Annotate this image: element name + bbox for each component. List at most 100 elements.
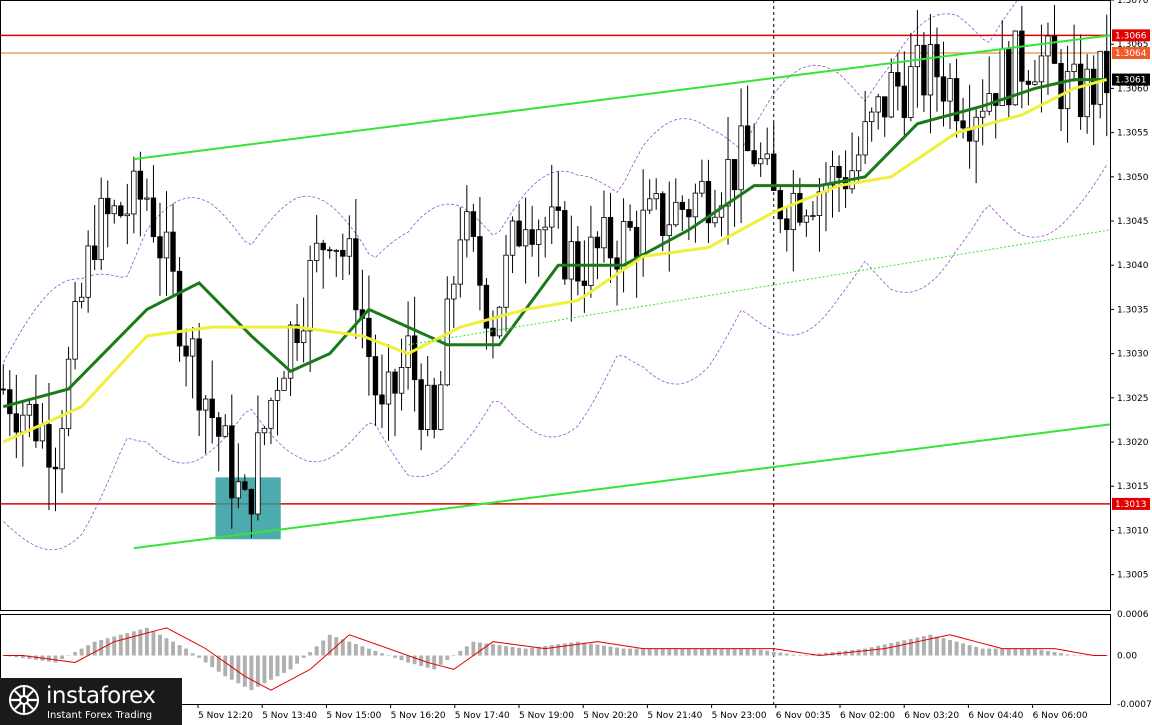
osc-bar-98 — [641, 648, 646, 656]
osc-bar-0 — [1, 655, 6, 657]
trend-line-1 — [133, 423, 1111, 550]
candle-body-127 — [829, 166, 836, 186]
osc-bar-3 — [20, 655, 25, 659]
osc-bar-2 — [14, 655, 19, 658]
highlight-zone — [215, 477, 281, 540]
candle-body-86 — [562, 210, 568, 280]
price-label-box-2 — [1112, 73, 1150, 86]
candle-body-106 — [692, 192, 699, 218]
osc-bar-23 — [151, 631, 156, 656]
candle-body-118 — [771, 153, 777, 191]
candle-body-89 — [581, 280, 588, 286]
candle-body-128 — [836, 166, 842, 178]
candle-body-144 — [940, 76, 947, 102]
candle-body-146 — [953, 78, 960, 122]
osc-bar-61 — [399, 655, 404, 661]
candle-body-145 — [947, 78, 953, 102]
osc-bar-121 — [791, 654, 796, 656]
candle-body-31 — [202, 398, 209, 411]
candle-body-97 — [633, 226, 640, 258]
candle-body-100 — [653, 193, 659, 200]
candle-body-123 — [803, 215, 810, 223]
price-label-box-3 — [1112, 497, 1150, 510]
osc-bar-42 — [275, 655, 280, 677]
osc-bar-45 — [295, 655, 300, 664]
candle-body-13 — [85, 245, 91, 298]
candle-body-122 — [797, 193, 803, 223]
candle-body-2 — [13, 413, 20, 433]
osc-bar-136 — [889, 643, 894, 656]
trend-line-2 — [408, 229, 1111, 346]
osc-bar-20 — [131, 631, 136, 656]
candle-body-11 — [72, 301, 78, 360]
osc-bar-102 — [667, 648, 672, 656]
x-tick-label-10: 6 Nov 02:00 — [840, 711, 895, 721]
candle-body-22 — [144, 197, 150, 200]
osc-bar-93 — [608, 646, 613, 656]
price-label-1: 1.3064 — [1115, 49, 1147, 59]
candle-body-141 — [921, 44, 927, 96]
osc-bar-71 — [464, 646, 469, 656]
candle-body-134 — [875, 96, 881, 113]
osc-bar-144 — [941, 638, 946, 656]
osc-bar-30 — [197, 655, 202, 658]
osc-bar-40 — [262, 655, 267, 684]
osc-bar-59 — [386, 655, 391, 657]
osc-bar-8 — [53, 655, 58, 663]
candle-body-150 — [979, 110, 986, 118]
osc-bar-55 — [360, 646, 365, 656]
candle-body-14 — [91, 245, 98, 260]
osc-bar-49 — [321, 640, 326, 656]
osc-bar-158 — [1032, 648, 1037, 656]
osc-bar-81 — [530, 647, 535, 656]
candle-body-92 — [601, 217, 607, 249]
osc-bar-39 — [255, 655, 260, 687]
osc-bar-84 — [549, 645, 554, 656]
osc-bar-28 — [184, 648, 189, 656]
osc-bar-10 — [66, 655, 71, 657]
price-label-0: 1.3066 — [1115, 31, 1147, 41]
candle-body-82 — [535, 229, 542, 245]
candle-body-104 — [679, 201, 686, 210]
candle-body-3 — [20, 414, 26, 433]
candle-body-40 — [261, 427, 268, 434]
candle-body-135 — [882, 96, 888, 118]
osc-bar-17 — [112, 636, 117, 656]
osc-bar-130 — [850, 650, 855, 656]
osc-bar-66 — [432, 655, 437, 670]
osc-bar-160 — [1046, 650, 1050, 656]
osc-bar-47 — [308, 652, 313, 656]
candle-body-74 — [483, 284, 490, 329]
candle-body-53 — [346, 238, 353, 257]
candle-body-70 — [457, 239, 464, 285]
candle-body-88 — [575, 241, 581, 282]
osc-bar-54 — [353, 644, 358, 656]
osc-bar-19 — [125, 633, 130, 656]
candle-body-0 — [0, 388, 6, 391]
osc-bar-79 — [517, 647, 522, 656]
candle-body-41 — [268, 400, 274, 429]
osc-bar-29 — [190, 653, 195, 656]
price-label-2: 1.3061 — [1115, 76, 1147, 86]
candle-body-63 — [411, 335, 418, 381]
osc-bar-57 — [373, 650, 378, 656]
osc-bar-114 — [745, 648, 750, 656]
osc-bar-26 — [171, 641, 175, 656]
osc-bar-88 — [575, 641, 580, 656]
candle-body-166 — [1084, 68, 1090, 118]
candle-body-167 — [1090, 68, 1097, 105]
candle-body-21 — [137, 170, 144, 200]
x-tick-label-13: 6 Nov 06:00 — [1033, 711, 1088, 721]
candle-body-68 — [444, 298, 450, 386]
osc-bar-22 — [144, 627, 149, 656]
osc-bar-108 — [706, 648, 711, 656]
osc-bar-113 — [739, 648, 744, 656]
osc-bar-156 — [1019, 648, 1024, 656]
candle-body-164 — [1071, 63, 1077, 72]
candle-body-17 — [111, 205, 117, 215]
x-tick-label-12: 6 Nov 04:40 — [968, 711, 1023, 721]
candle-body-75 — [490, 327, 496, 337]
osc-bar-18 — [118, 634, 123, 656]
osc-bar-78 — [510, 646, 515, 656]
candle-body-19 — [124, 213, 131, 217]
